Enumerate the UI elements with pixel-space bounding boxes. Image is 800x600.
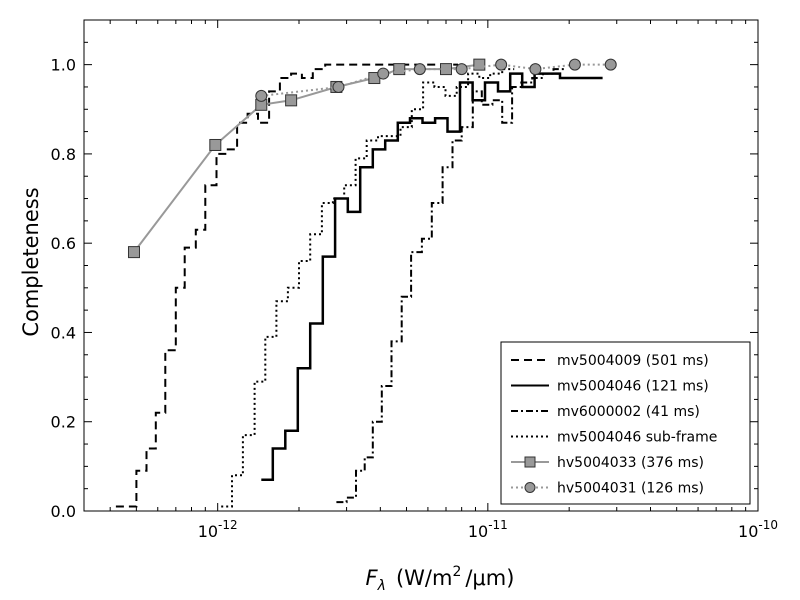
- series-line: [221, 68, 515, 508]
- x-axis-subscript: λ: [377, 578, 386, 594]
- legend-entry: hv5004033 (376 ms): [511, 455, 704, 471]
- y-tick-label: 0.0: [51, 502, 76, 521]
- y-tick-label: 0.4: [51, 323, 76, 342]
- y-tick-label: 1.0: [51, 56, 76, 75]
- legend-label: mv5004046 (121 ms): [557, 379, 709, 395]
- x-tick-label: 10-12: [198, 518, 238, 541]
- legend-box: [500, 341, 751, 505]
- data-point-circle: [332, 80, 345, 93]
- y-tick-label: 0.2: [51, 413, 76, 432]
- series-6: [255, 58, 617, 102]
- legend-marker-circle: [524, 482, 536, 493]
- data-point-circle: [377, 67, 390, 80]
- data-point-circle: [413, 63, 426, 76]
- series-line: [115, 63, 458, 508]
- legend-label: mv5004046 sub-frame: [557, 430, 717, 446]
- data-point-circle: [455, 63, 468, 76]
- legend-label: hv5004031 (126 ms): [557, 481, 704, 497]
- series-line: [336, 68, 566, 504]
- data-point-square: [393, 63, 406, 76]
- series-layer: [115, 58, 617, 508]
- x-tick-label: 10-10: [738, 518, 778, 541]
- x-axis-title: Fλ (W/m2/μm): [366, 564, 515, 594]
- legend-entry: mv5004009 (501 ms): [511, 353, 709, 369]
- data-point-circle: [568, 58, 581, 71]
- data-point-square: [209, 138, 222, 151]
- legend-label: mv5004009 (501 ms): [557, 353, 709, 369]
- legend-label: mv6000002 (41 ms): [557, 404, 700, 420]
- series-line: [133, 63, 480, 253]
- data-point-circle: [495, 58, 508, 71]
- x-axis-unit: (W/m: [396, 566, 453, 590]
- legend-entry: hv5004031 (126 ms): [511, 481, 704, 497]
- series-3: [336, 68, 566, 504]
- y-tick-label: 0.8: [51, 145, 76, 164]
- data-point-square: [285, 94, 298, 107]
- legend-label: hv5004033 (376 ms): [557, 455, 704, 471]
- series-1: [115, 63, 458, 508]
- series-4: [221, 68, 515, 508]
- data-point-square: [473, 58, 486, 71]
- data-point-square: [127, 246, 140, 259]
- axes: 0.0 0.2 0.4 0.6 0.8 1.0 10-12 10-11 10-10: [51, 19, 778, 541]
- legend-entry: mv6000002 (41 ms): [511, 404, 700, 420]
- legend: mv5004009 (501 ms) mv5004046 (121 ms) mv60…: [500, 341, 751, 505]
- x-axis-symbol: F: [366, 566, 379, 590]
- data-point-circle: [529, 63, 542, 76]
- y-tick-label: 0.6: [51, 234, 76, 253]
- legend-entry: mv5004046 (121 ms): [511, 379, 709, 395]
- y-axis-title: Completeness: [19, 187, 43, 336]
- x-axis-unit-exp: 2: [452, 564, 461, 580]
- x-axis-unit-rest: /μm): [465, 566, 514, 590]
- series-5: [127, 58, 486, 259]
- legend-entry: mv5004046 sub-frame: [511, 430, 717, 446]
- x-tick-label: 10-11: [468, 518, 508, 541]
- data-point-circle: [604, 58, 617, 71]
- data-point-circle: [255, 89, 268, 102]
- legend-marker-square: [524, 456, 536, 468]
